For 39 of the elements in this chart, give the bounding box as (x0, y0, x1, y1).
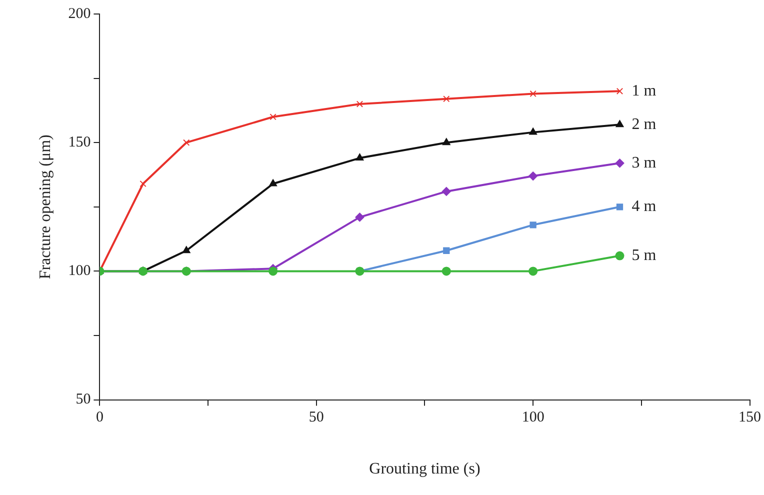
series-label: 4 m (632, 198, 657, 216)
y-tick-label: 150 (68, 134, 91, 151)
x-tick-label: 50 (308, 410, 324, 426)
x-tick-label: 100 (522, 410, 544, 426)
point (270, 114, 276, 120)
series-label: 2 m (632, 116, 657, 133)
point (528, 172, 538, 181)
point (530, 90, 536, 98)
y-tick-label: 200 (68, 6, 91, 22)
point (356, 154, 364, 161)
point (528, 266, 538, 276)
point (442, 266, 451, 276)
point (530, 222, 536, 228)
point (616, 204, 624, 210)
x-tick-label: 0 (96, 410, 104, 426)
point (268, 266, 278, 276)
x-tick-label: 150 (738, 410, 761, 426)
point (269, 179, 278, 186)
point (442, 186, 451, 196)
point (183, 139, 190, 146)
y-tick-label: 50 (76, 392, 91, 408)
point (615, 158, 624, 168)
x-axis-title: Grouting time (s) (369, 460, 480, 478)
point (182, 246, 190, 254)
point (443, 247, 450, 254)
series-label: 3 m (632, 154, 657, 172)
point (615, 251, 624, 260)
point (616, 88, 624, 94)
point (356, 100, 364, 108)
point (140, 180, 146, 188)
point (442, 138, 450, 146)
point (529, 128, 538, 135)
y-tick-label: 100 (68, 263, 91, 280)
y-axis-title: Fracture opening (μm) (36, 134, 54, 280)
point (355, 212, 364, 222)
series-label: 1 m (632, 82, 657, 100)
point (443, 96, 450, 102)
point (616, 120, 624, 128)
series-label: 5 m (632, 246, 657, 264)
